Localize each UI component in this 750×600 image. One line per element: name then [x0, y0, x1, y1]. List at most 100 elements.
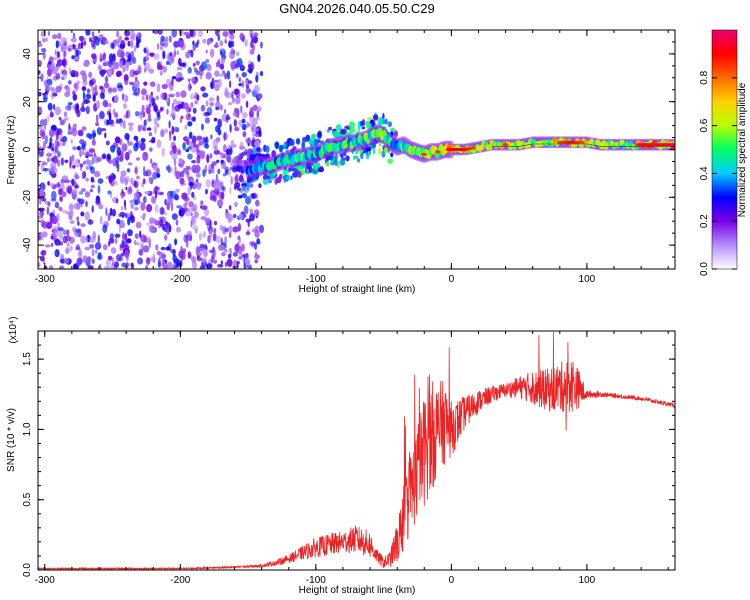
noise-blob [112, 174, 117, 180]
noise-blob [190, 93, 194, 100]
noise-blob [62, 59, 66, 65]
noise-blob [217, 199, 224, 207]
ridge-peak [470, 146, 477, 150]
noise-blob [249, 213, 256, 222]
noise-blob [242, 112, 248, 119]
noise-blob [197, 30, 203, 38]
noise-blob [200, 104, 206, 112]
noise-blob [176, 205, 183, 209]
noise-blob [85, 159, 91, 165]
noise-blob [168, 224, 172, 233]
noise-blob [47, 201, 51, 207]
noise-blob [44, 37, 48, 42]
noise-blob [112, 39, 118, 47]
noise-blob [143, 166, 146, 173]
noise-blob [116, 70, 122, 77]
noise-blob [224, 166, 229, 174]
noise-blob [110, 247, 117, 254]
noise-blob [129, 81, 134, 86]
noise-blob [38, 262, 41, 268]
noise-blob [78, 191, 84, 195]
noise-blob [155, 95, 159, 101]
noise-blob [183, 31, 190, 36]
noise-blob [122, 232, 125, 241]
noise-blob [178, 157, 183, 164]
noise-blob [201, 257, 207, 264]
ridge-blob [308, 165, 313, 174]
noise-blob [190, 49, 194, 58]
noise-blob [142, 178, 146, 185]
noise-blob [52, 209, 56, 215]
ridge-blob [353, 155, 356, 161]
noise-blob [46, 152, 53, 157]
noise-blob [77, 129, 84, 137]
noise-blob [89, 244, 95, 249]
noise-blob [104, 118, 107, 126]
noise-blob [108, 175, 113, 184]
noise-blob [143, 57, 147, 66]
noise-blob [222, 30, 229, 37]
noise-blob [86, 88, 91, 94]
noise-blob [52, 225, 58, 230]
noise-blob [222, 70, 226, 75]
noise-blob [144, 191, 150, 195]
noise-blob [128, 186, 132, 193]
noise-blob [229, 123, 232, 133]
noise-blob [143, 47, 147, 54]
noise-blob [67, 242, 70, 247]
noise-blob [123, 103, 127, 109]
noise-blob [74, 174, 80, 180]
noise-blob [135, 40, 140, 49]
noise-blob [41, 231, 48, 238]
noise-blob [156, 139, 162, 149]
noise-blob [243, 205, 249, 215]
noise-blob [120, 121, 123, 128]
noise-blob [80, 188, 86, 193]
noise-blob [75, 229, 80, 233]
noise-blob [162, 261, 168, 269]
noise-blob [217, 264, 224, 268]
y-tick-label: -40 [22, 237, 33, 252]
noise-blob [44, 135, 48, 144]
noise-blob [102, 53, 106, 61]
ridge-blob [249, 154, 256, 161]
noise-blob [54, 145, 59, 153]
noise-blob [54, 201, 60, 209]
noise-blob [232, 112, 236, 116]
noise-blob [209, 102, 214, 107]
noise-blob [85, 106, 90, 115]
noise-blob [85, 165, 90, 171]
ridge-peak [421, 152, 428, 156]
noise-blob [72, 146, 77, 151]
noise-blob [220, 191, 225, 200]
noise-blob [227, 225, 234, 234]
noise-blob [191, 256, 197, 264]
noise-blob [254, 259, 258, 264]
y-tick-label: 0 [22, 146, 33, 152]
noise-blob [251, 123, 255, 128]
ridge-blob [274, 141, 280, 149]
noise-blob [255, 194, 258, 199]
noise-blob [72, 226, 75, 232]
noise-blob [58, 231, 64, 240]
noise-blob [126, 238, 132, 244]
noise-blob [218, 73, 225, 77]
noise-blob [156, 123, 160, 128]
noise-blob [252, 104, 258, 112]
noise-blob [191, 160, 197, 164]
noise-blob [199, 265, 205, 269]
spectrogram-y-label: Frequency (Hz) [6, 116, 17, 185]
noise-blob [99, 92, 104, 99]
noise-blob [107, 190, 112, 195]
ridge-blob [372, 147, 376, 155]
noise-blob [149, 228, 156, 232]
noise-blob [102, 61, 107, 67]
noise-blob [185, 136, 190, 141]
noise-blob [187, 146, 192, 150]
noise-blob [174, 238, 178, 246]
noise-blob [259, 224, 264, 234]
noise-blob [39, 212, 42, 218]
noise-blob [226, 114, 230, 118]
noise-blob [133, 192, 140, 199]
ridge-blob [282, 169, 288, 176]
